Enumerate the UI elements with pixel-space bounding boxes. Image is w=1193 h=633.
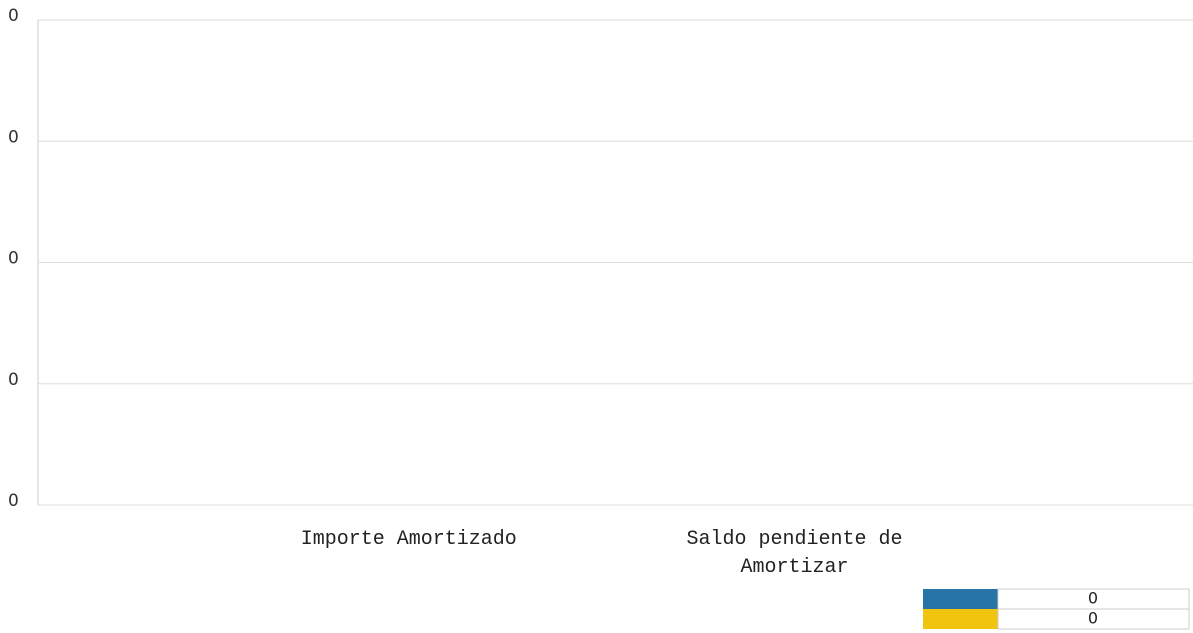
y-tick-label: 0 [8, 6, 19, 26]
legend-swatch [923, 609, 998, 629]
x-tick-label: Importe Amortizado [301, 528, 517, 551]
label-line: Amortizar [741, 556, 849, 579]
y-tick-label: 0 [8, 249, 19, 269]
label-line: Importe Amortizado [301, 528, 517, 551]
y-tick-label: 0 [8, 491, 19, 511]
x-tick-label: Saldo pendiente de Amortizar [687, 528, 903, 579]
label-line: Saldo pendiente de [687, 528, 903, 551]
table-value: 0 [1088, 589, 1098, 608]
y-tick-label: 0 [8, 370, 19, 390]
y-tick-label: 0 [8, 127, 19, 147]
legend-swatch [923, 589, 998, 609]
table-cell [997, 608, 1190, 630]
table-value: 0 [1088, 609, 1098, 628]
